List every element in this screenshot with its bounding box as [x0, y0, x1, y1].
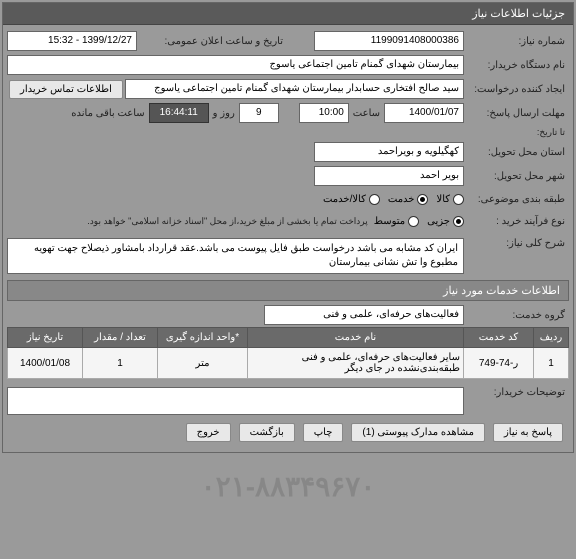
deadline-label: مهلت ارسال پاسخ:	[464, 108, 569, 119]
remaining-label: ساعت باقی مانده	[67, 108, 148, 119]
days-label: روز و	[209, 108, 239, 119]
org-field: بیمارستان شهدای گمنام تامین اجتماعی یاسو…	[7, 55, 464, 75]
back-button[interactable]: بازگشت	[239, 423, 295, 442]
org-label: نام دستگاه خریدار:	[464, 60, 569, 71]
cat-both-radio[interactable]: کالا/خدمت	[323, 194, 380, 205]
process-note: پرداخت تمام یا بخشی از مبلغ خرید،از محل …	[81, 214, 373, 229]
buyer-notes-field	[7, 387, 464, 415]
proc-medium-label: متوسط	[374, 216, 405, 227]
cell-date: 1400/01/08	[8, 348, 83, 379]
desc-label: شرح کلی نیاز:	[464, 238, 569, 249]
form-body: شماره نیاز: 1199091408000386 تاریخ و ساع…	[3, 25, 573, 452]
contact-button[interactable]: اطلاعات تماس خریدار	[9, 80, 123, 99]
announce-field: 1399/12/27 - 15:32	[7, 31, 137, 51]
panel-title: جزئیات اطلاعات نیاز	[3, 3, 573, 25]
cell-idx: 1	[534, 348, 569, 379]
process-radio-group: جزیی متوسط	[374, 216, 464, 227]
cat-service-label: خدمت	[388, 194, 415, 205]
service-group-label: گروه خدمت:	[464, 310, 569, 321]
category-radio-group: کالا خدمت کالا/خدمت	[323, 194, 464, 205]
col-name: نام خدمت	[248, 328, 464, 348]
cat-goods-radio[interactable]: کالا	[436, 194, 464, 205]
deadline-time-field: 10:00	[299, 103, 349, 123]
proc-small-label: جزیی	[427, 216, 450, 227]
main-panel: جزئیات اطلاعات نیاز شماره نیاز: 11990914…	[2, 2, 574, 453]
proc-medium-radio[interactable]: متوسط	[374, 216, 419, 227]
service-group-field: فعالیت‌های حرفه‌ای، علمی و فنی	[264, 305, 464, 325]
creator-label: ایجاد کننده درخواست:	[464, 84, 569, 95]
need-no-field: 1199091408000386	[314, 31, 464, 51]
col-qty: تعداد / مقدار	[83, 328, 158, 348]
col-code: کد خدمت	[464, 328, 534, 348]
exit-button[interactable]: خروج	[186, 423, 231, 442]
days-count-field: 9	[239, 103, 279, 123]
city-label: شهر محل تحویل:	[464, 171, 569, 182]
footer-bar: پاسخ به نیاز مشاهده مدارک پیوستی (1) چاپ…	[7, 417, 569, 448]
col-date: تاریخ نیاز	[8, 328, 83, 348]
col-row: ردیف	[534, 328, 569, 348]
attachments-button[interactable]: مشاهده مدارک پیوستی (1)	[351, 423, 485, 442]
cell-code: ر-74-749	[464, 348, 534, 379]
proc-small-radio[interactable]: جزیی	[427, 216, 464, 227]
print-button[interactable]: چاپ	[303, 423, 344, 442]
cell-unit: متر	[158, 348, 248, 379]
process-label: نوع فرآیند خرید :	[464, 216, 569, 227]
cell-name: سایر فعالیت‌های حرفه‌ای، علمی و فنی طبقه…	[248, 348, 464, 379]
buyer-notes-label: توضیحات خریدار:	[464, 387, 569, 398]
announce-label: تاریخ و ساعت اعلان عمومی:	[137, 36, 287, 47]
need-no-label: شماره نیاز:	[464, 36, 569, 47]
services-section-title: اطلاعات خدمات مورد نیاز	[7, 280, 569, 301]
time-label-1: ساعت	[349, 108, 384, 119]
cell-qty: 1	[83, 348, 158, 379]
province-label: استان محل تحویل:	[464, 147, 569, 158]
table-row[interactable]: 1 ر-74-749 سایر فعالیت‌های حرفه‌ای، علمی…	[8, 348, 569, 379]
deadline-date-field: 1400/01/07	[384, 103, 464, 123]
countdown-field: 16:44:11	[149, 103, 209, 123]
services-table: ردیف کد خدمت نام خدمت *واحد اندازه گیری …	[7, 327, 569, 379]
watermark: ۰۲۱-۸۸۳۴۹۶۷۰	[0, 470, 576, 503]
desc-field: ایران کد مشابه می باشد درخواست طبق فایل …	[7, 238, 464, 274]
creator-field: سید صالح افتخاری حسابدار بیمارستان شهدای…	[125, 79, 464, 99]
province-field: کهگیلویه و بویراحمد	[314, 142, 464, 162]
city-field: بویر احمد	[314, 166, 464, 186]
col-unit: *واحد اندازه گیری	[158, 328, 248, 348]
cat-both-label: کالا/خدمت	[323, 194, 366, 205]
cat-goods-label: کالا	[436, 194, 450, 205]
cat-service-radio[interactable]: خدمت	[388, 194, 429, 205]
until-label: تا تاریخ:	[464, 127, 569, 138]
reply-button[interactable]: پاسخ به نیاز	[493, 423, 563, 442]
category-label: طبقه بندی موضوعی:	[464, 194, 569, 205]
